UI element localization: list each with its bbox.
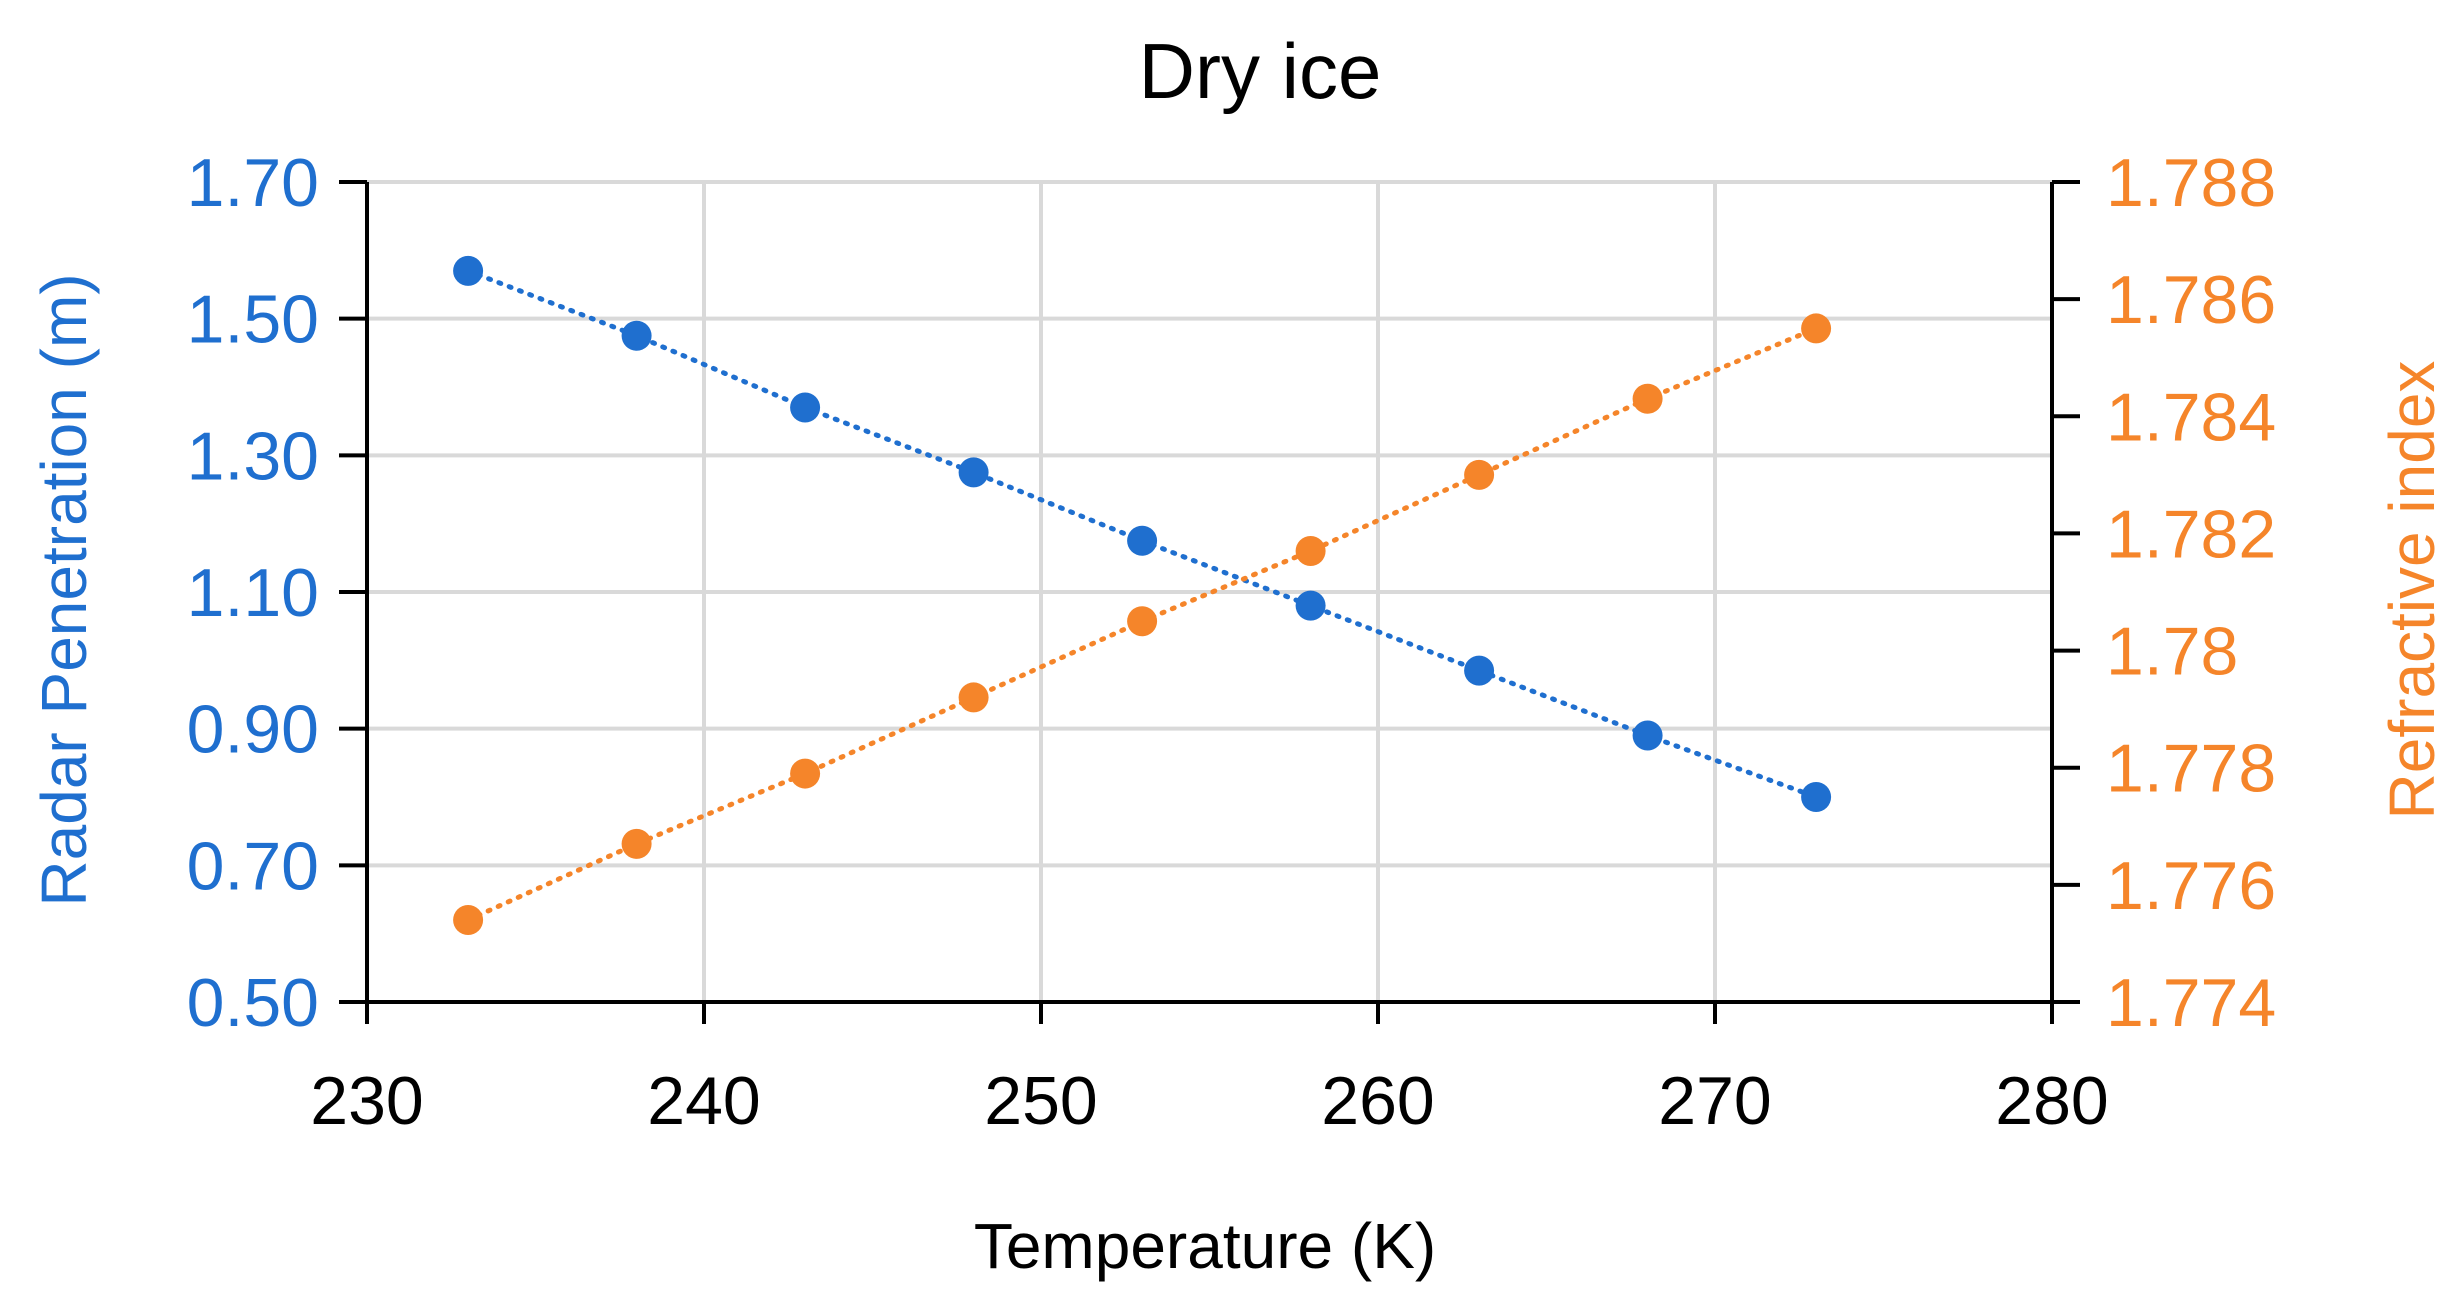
left-y-tick-labels: 0.50 0.70 0.90 1.10 1.30 1.50 1.70: [187, 145, 319, 1041]
data-point: [1632, 720, 1663, 751]
x-tick-label: 280: [1995, 1063, 2108, 1139]
right-y-tick-label: 1.786: [2106, 262, 2276, 338]
data-series: [453, 255, 1832, 935]
right-y-tick-label: 1.78: [2106, 614, 2238, 690]
data-point: [621, 828, 652, 859]
data-point: [958, 457, 989, 488]
x-tick-label: 270: [1658, 1063, 1771, 1139]
right-y-tick-label: 1.778: [2106, 731, 2276, 807]
data-point: [1295, 536, 1326, 566]
axes: [339, 180, 2080, 1024]
x-tick-label: 240: [647, 1063, 760, 1139]
x-tick-label: 230: [310, 1063, 423, 1139]
left-y-tick-label: 1.30: [187, 418, 319, 494]
chart-title: Dry ice: [1139, 27, 1382, 115]
data-point: [1464, 459, 1495, 490]
series-refractive-index: [453, 313, 1832, 935]
right-y-tick-labels: 1.774 1.776 1.778 1.78 1.782 1.784 1.786 1.788: [2106, 145, 2276, 1041]
data-point: [621, 320, 652, 351]
data-point: [1295, 590, 1326, 621]
data-point: [1801, 313, 1832, 344]
data-point: [958, 682, 989, 713]
left-y-tick-label: 0.70: [187, 828, 319, 904]
x-axis-label: Temperature (K): [974, 1210, 1436, 1282]
right-y-tick-label: 1.774: [2106, 965, 2276, 1041]
left-y-tick-label: 1.50: [187, 282, 319, 358]
gridlines: [367, 180, 2054, 1002]
data-point: [1127, 606, 1158, 637]
data-point: [1464, 655, 1495, 686]
left-y-axis-label: Radar Penetration (m): [28, 273, 100, 906]
right-y-axis-label: Refractive index: [2376, 361, 2448, 820]
data-point: [1632, 383, 1663, 414]
left-y-tick-label: 1.70: [187, 145, 319, 221]
left-y-tick-label: 0.50: [187, 965, 319, 1041]
left-y-tick-label: 1.10: [187, 555, 319, 631]
x-tick-label: 260: [1321, 1063, 1434, 1139]
right-y-tick-label: 1.776: [2106, 848, 2276, 924]
data-point: [790, 392, 821, 423]
data-point: [790, 758, 821, 789]
data-point: [453, 255, 484, 286]
left-y-tick-label: 0.90: [187, 692, 319, 768]
right-y-tick-label: 1.788: [2106, 145, 2276, 221]
x-tick-label: 250: [984, 1063, 1097, 1139]
right-y-tick-label: 1.782: [2106, 496, 2276, 572]
data-point: [1127, 525, 1158, 556]
right-y-tick-label: 1.784: [2106, 379, 2276, 455]
series-radar-penetration: [453, 255, 1832, 812]
x-tick-labels: 230 240 250 260 270 280: [310, 1063, 2108, 1139]
data-point: [1801, 782, 1832, 812]
data-point: [453, 905, 484, 935]
